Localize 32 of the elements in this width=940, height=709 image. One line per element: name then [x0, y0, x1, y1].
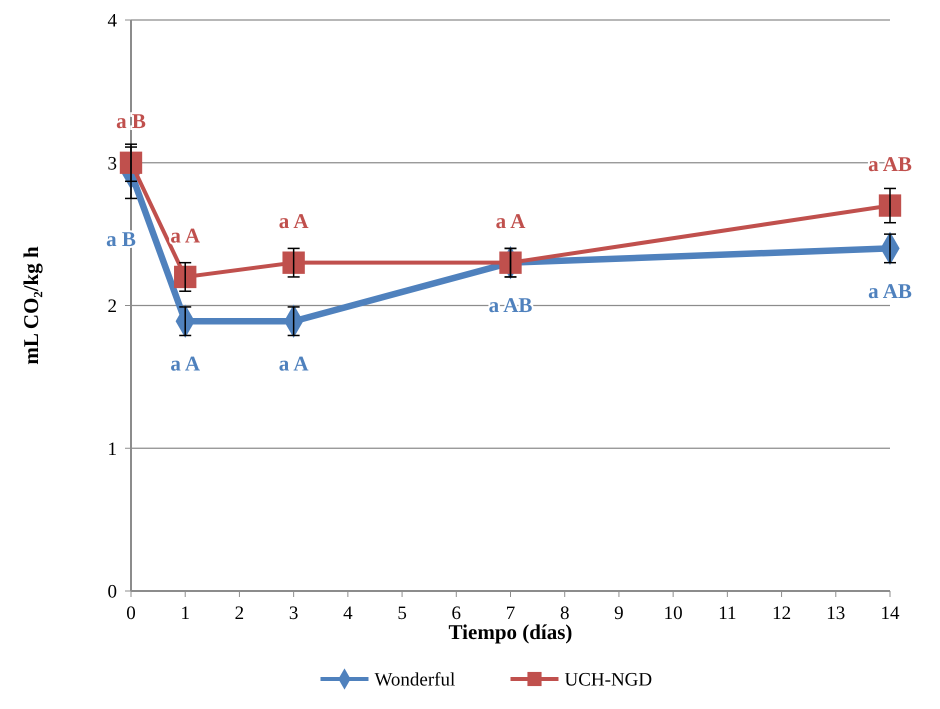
x-tick-label: 11 — [718, 603, 737, 624]
legend-label: Wonderful — [374, 670, 456, 691]
y-tick-label: 0 — [108, 582, 117, 603]
x-tick-label: 9 — [614, 603, 624, 624]
x-tick-label: 14 — [880, 603, 900, 624]
x-tick-label: 3 — [288, 603, 298, 624]
x-tick-label: 0 — [126, 603, 136, 624]
annotation: a A — [170, 223, 201, 248]
x-tick-label: 10 — [664, 603, 683, 624]
point — [282, 251, 305, 274]
annotation: a B — [116, 109, 146, 134]
annotation: a A — [496, 209, 526, 234]
y-tick-label: 4 — [108, 10, 118, 32]
point — [120, 152, 142, 174]
y-tick-label: 2 — [108, 296, 117, 318]
x-tick-label: 2 — [234, 603, 244, 624]
x-tick-label: 13 — [826, 603, 846, 624]
y-tick-label: 3 — [108, 153, 117, 174]
x-tick-label: 5 — [397, 603, 407, 624]
x-tick-label: 4 — [343, 603, 354, 624]
point — [499, 251, 522, 274]
annotation: a AB — [868, 278, 912, 303]
y-tick-label: 1 — [108, 438, 117, 460]
point — [174, 266, 196, 288]
point — [878, 194, 902, 217]
x-tick-label: 1 — [180, 603, 190, 624]
x-tick-label: 12 — [772, 603, 792, 624]
y-axis-title: mL CO₂/kg h — [19, 246, 43, 365]
legend-label: UCH-NGD — [564, 670, 652, 691]
annotation: a A — [170, 352, 201, 376]
annotation: a A — [278, 352, 310, 376]
annotation: a A — [278, 209, 310, 234]
